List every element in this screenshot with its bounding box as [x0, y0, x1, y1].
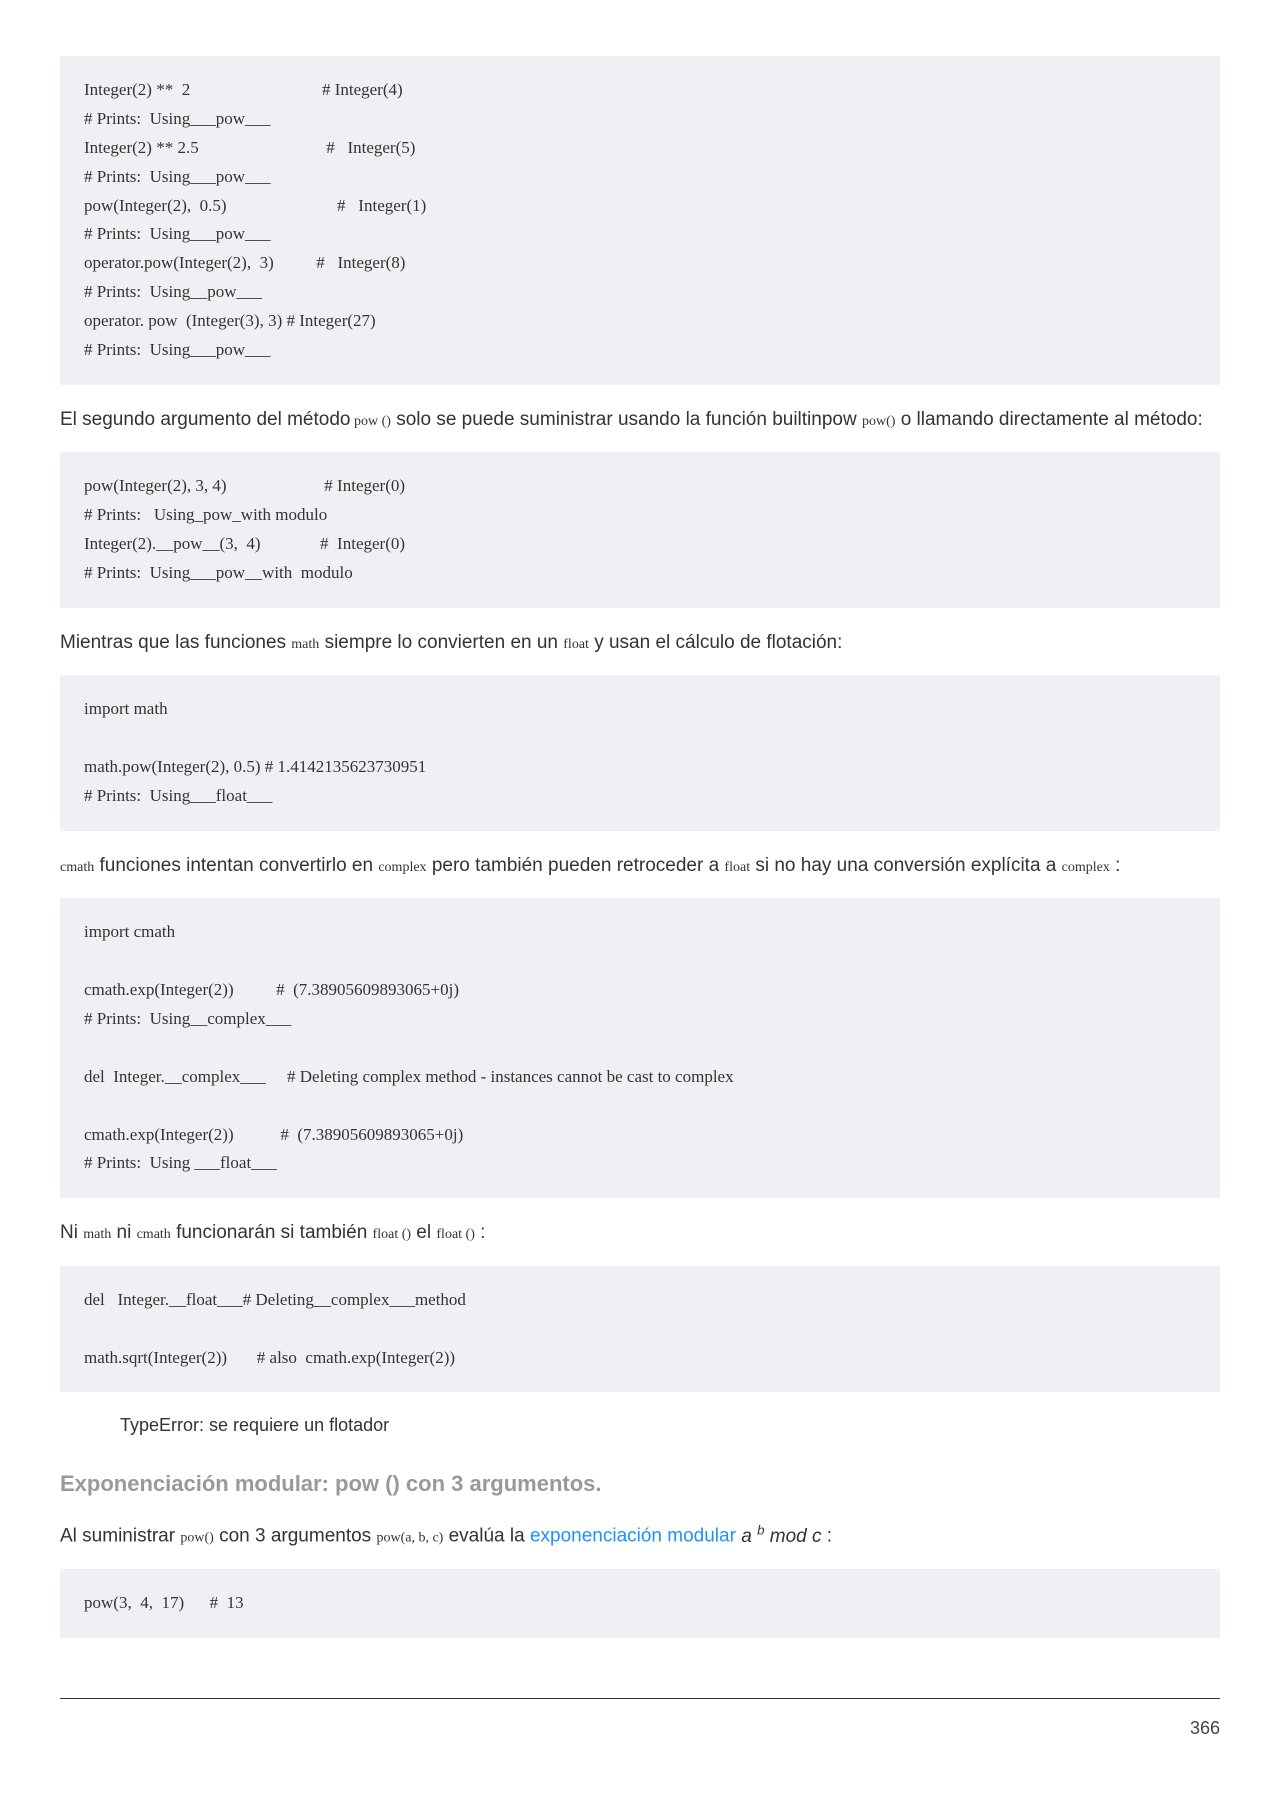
- text: funciones intentan convertirlo en: [94, 855, 378, 876]
- text: y usan el cálculo de flotación:: [589, 632, 843, 653]
- paragraph-2: Mientras que las funciones math siempre …: [60, 628, 1220, 657]
- text: funcionarán si también: [171, 1222, 373, 1243]
- text: el: [411, 1222, 436, 1243]
- text: con 3 argumentos: [214, 1526, 377, 1547]
- text: El segundo argumento del método: [60, 409, 350, 430]
- page-number: 366: [60, 1715, 1220, 1742]
- code-block-4: import cmath cmath.exp(Integer(2)) # (7.…: [60, 898, 1220, 1198]
- inline-code: float: [724, 860, 750, 875]
- paragraph-5: Al suministrar pow() con 3 argumentos po…: [60, 1520, 1220, 1551]
- text: si no hay una conversión explícita a: [750, 855, 1062, 876]
- footer-divider: [60, 1698, 1220, 1699]
- inline-code: complex: [378, 860, 426, 875]
- text: siempre lo convierten en un: [319, 632, 563, 653]
- error-message: TypeError: se requiere un flotador: [120, 1412, 1220, 1439]
- link-modular-exponentiation[interactable]: exponenciación modular: [530, 1526, 736, 1547]
- inline-code: complex: [1062, 860, 1110, 875]
- inline-code: float: [563, 637, 589, 652]
- inline-code: math: [291, 637, 319, 652]
- text: ni: [111, 1222, 136, 1243]
- code-block-1: Integer(2) ** 2 # Integer(4) # Prints: U…: [60, 56, 1220, 385]
- inline-code: pow(): [862, 414, 895, 429]
- text: :: [1110, 855, 1121, 876]
- inline-code: pow (): [350, 414, 390, 429]
- text: o llamando directamente al método:: [895, 409, 1202, 430]
- section-heading: Exponenciación modular: pow () con 3 arg…: [60, 1467, 1220, 1500]
- code-block-2: pow(Integer(2), 3, 4) # Integer(0) # Pri…: [60, 452, 1220, 608]
- inline-code: float (): [436, 1227, 474, 1242]
- inline-code: cmath: [137, 1227, 171, 1242]
- text: :: [475, 1222, 486, 1243]
- text: Mientras que las funciones: [60, 632, 291, 653]
- inline-code: pow(a, b, c): [376, 1531, 443, 1546]
- math-expr: a b mod c: [741, 1526, 821, 1547]
- text: Al suministrar: [60, 1526, 180, 1547]
- inline-code: float (): [373, 1227, 411, 1242]
- code-block-6: pow(3, 4, 17) # 13: [60, 1569, 1220, 1638]
- text: :: [822, 1526, 833, 1547]
- paragraph-3: cmath funciones intentan convertirlo en …: [60, 851, 1220, 880]
- text: evalúa la: [443, 1526, 530, 1547]
- code-block-5: del Integer.__float___# Deleting__comple…: [60, 1266, 1220, 1393]
- inline-code: cmath: [60, 860, 94, 875]
- paragraph-4: Ni math ni cmath funcionarán si también …: [60, 1218, 1220, 1247]
- inline-code: pow(): [180, 1531, 213, 1546]
- text: Ni: [60, 1222, 83, 1243]
- inline-code: math: [83, 1227, 111, 1242]
- text: solo se puede suministrar usando la func…: [391, 409, 862, 430]
- text: pero también pueden retroceder a: [427, 855, 725, 876]
- code-block-3: import math math.pow(Integer(2), 0.5) # …: [60, 675, 1220, 831]
- paragraph-1: El segundo argumento del método pow () s…: [60, 405, 1220, 434]
